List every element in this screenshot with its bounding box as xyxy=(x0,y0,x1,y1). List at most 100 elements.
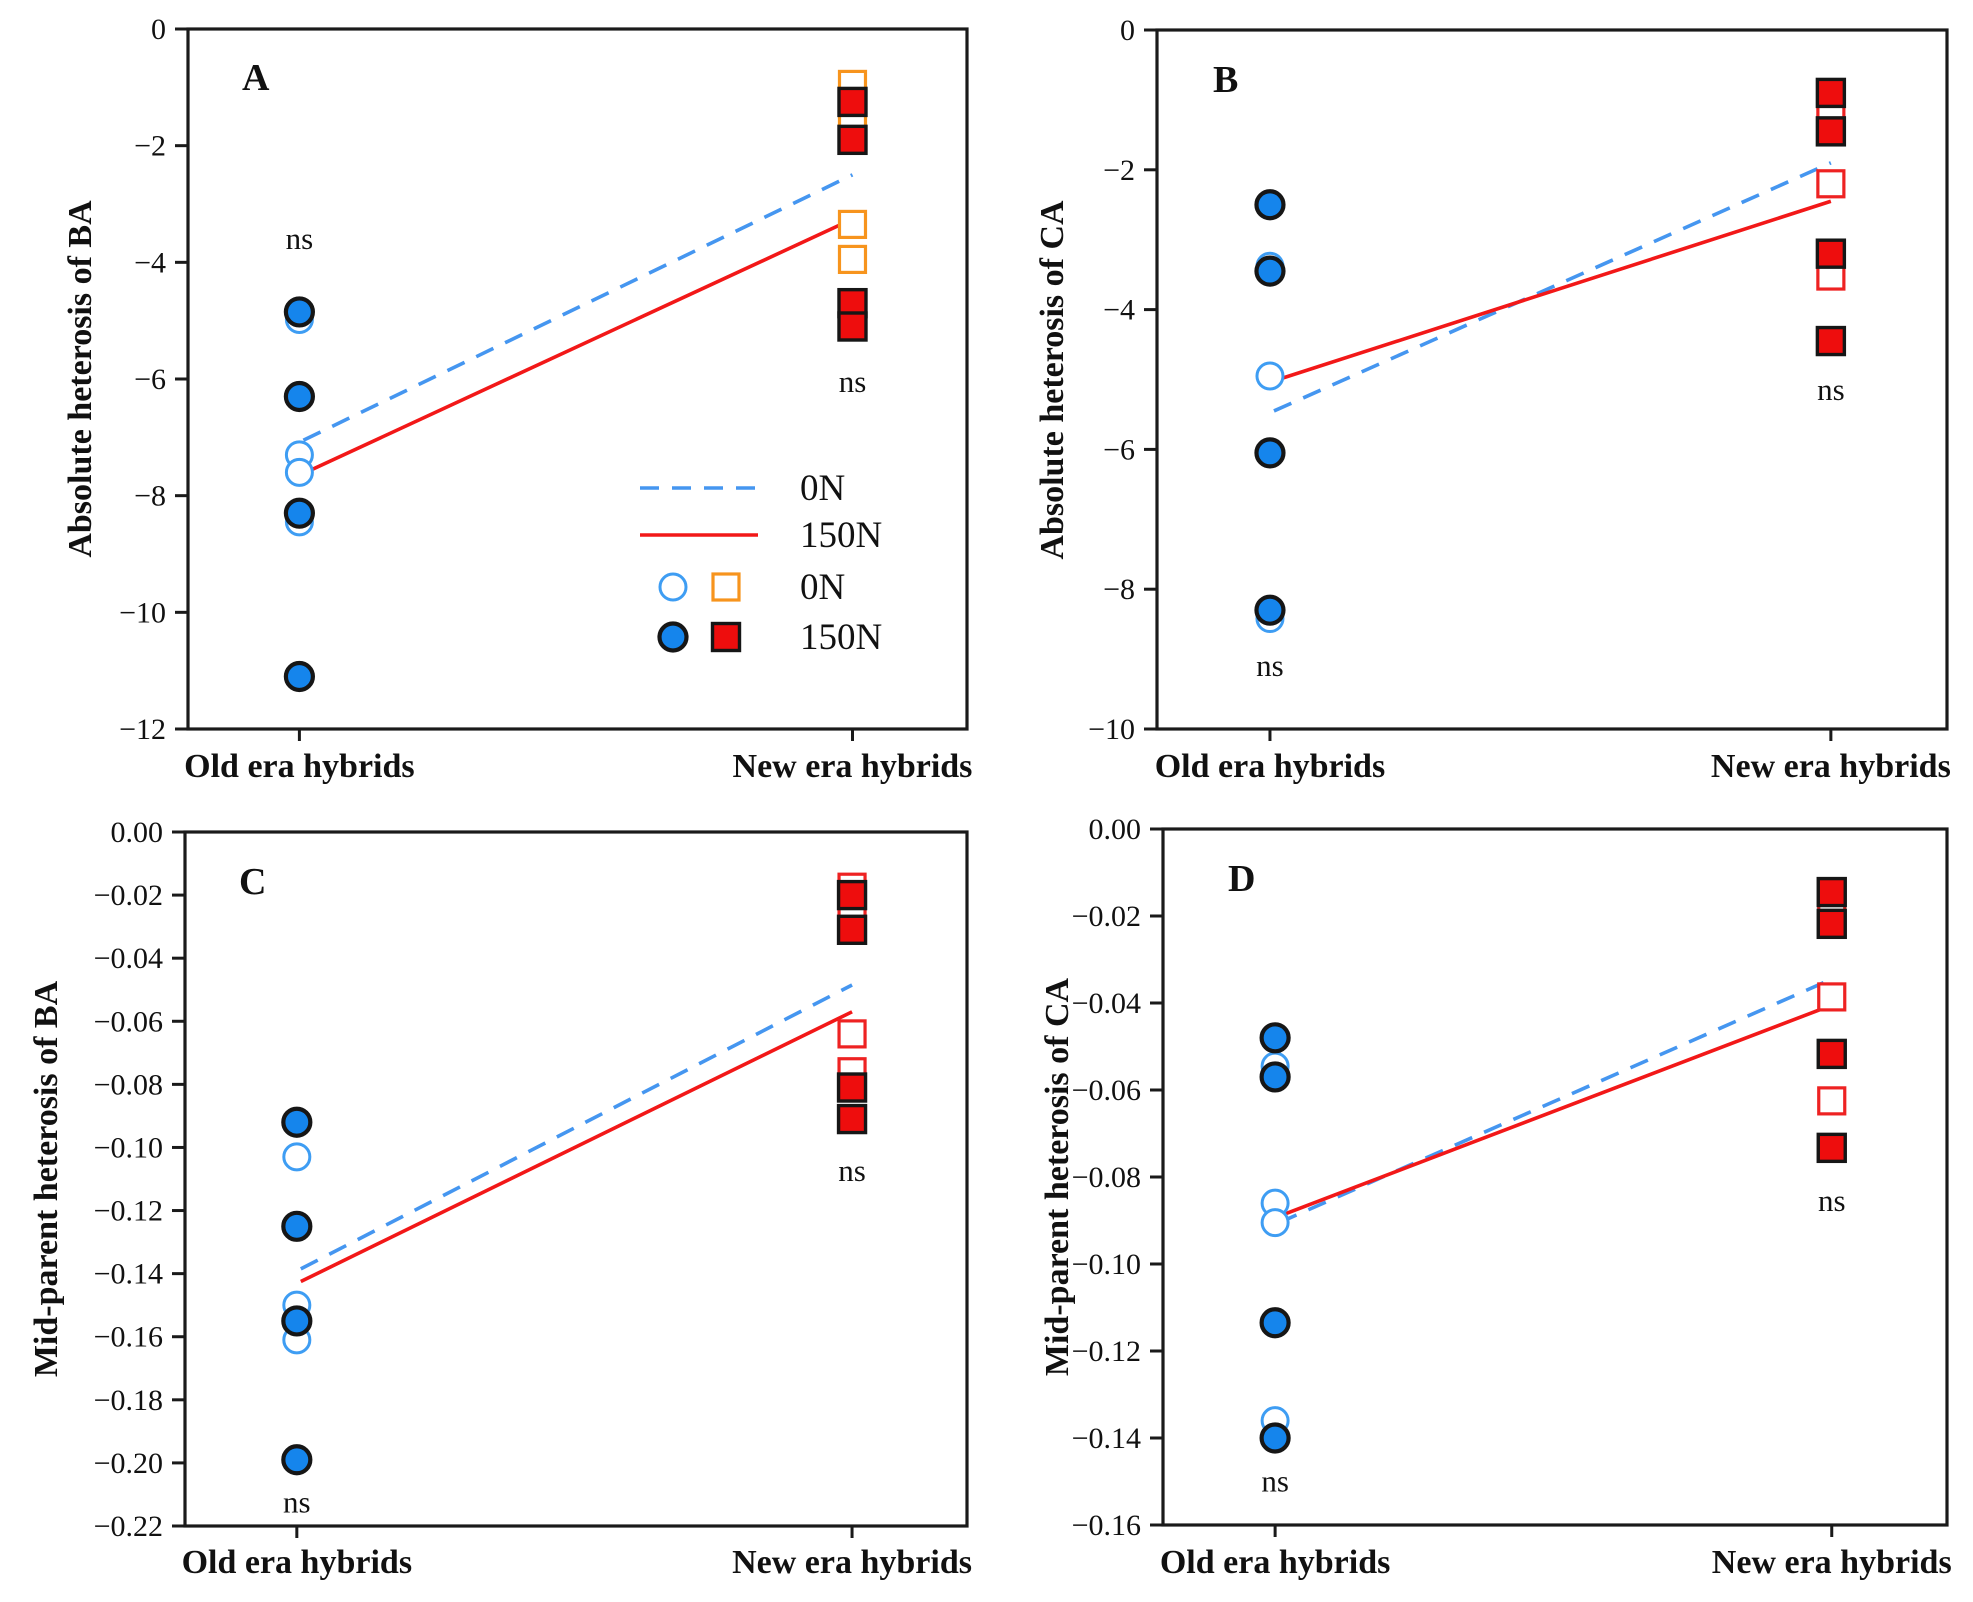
y-axis-title: Absolute heterosis of BA xyxy=(62,200,99,558)
data-point-filled-square xyxy=(1816,1038,1847,1070)
legend-open-square-icon xyxy=(711,572,741,602)
data-point-filled-square xyxy=(836,1072,868,1103)
legend: 0N 150N 0N 150N xyxy=(640,468,882,658)
panel-A: 0 −2 −4 −6 −8 −10 −12 Old era hybrids New era hy… xyxy=(62,13,972,785)
x-category-label: New era hybrids xyxy=(1712,1544,1952,1581)
data-point-filled-square xyxy=(1815,238,1847,269)
y-tick-label: −0.18 xyxy=(94,1384,163,1417)
data-point-filled-circle xyxy=(1254,255,1286,287)
panel-D: 0.00 −0.02 −0.04 −0.06 −0.08 −0.10 −0.12 −0.14 −… xyxy=(1039,813,1952,1581)
data-point-open-circle xyxy=(282,1142,312,1172)
panel-letter: B xyxy=(1213,59,1238,101)
data-point-filled-square xyxy=(837,124,868,156)
data-point-open-circle xyxy=(284,457,314,487)
y-tick-label: −0.10 xyxy=(1072,1248,1141,1281)
panel-letter: C xyxy=(239,861,266,903)
y-tick-label: −0.14 xyxy=(1072,1422,1141,1455)
x-category-label: Old era hybrids xyxy=(182,1544,412,1581)
legend-label: 150N xyxy=(800,515,882,556)
x-category-label: Old era hybrids xyxy=(184,748,414,785)
data-point-filled-circle xyxy=(1254,189,1286,221)
axis-frame xyxy=(183,830,969,1528)
y-tick-label: −2 xyxy=(1103,154,1135,187)
significance-label: ns xyxy=(1261,1464,1289,1499)
y-tick-label: −8 xyxy=(1103,573,1135,606)
data-point-open-square xyxy=(1817,1086,1847,1116)
data-point-filled-square xyxy=(836,914,868,945)
y-tick-label: −8 xyxy=(134,480,166,513)
trend-line-0N xyxy=(300,983,853,1271)
panel-letter: D xyxy=(1228,858,1255,900)
y-tick-label: −0.12 xyxy=(94,1195,163,1228)
data-point-filled-circle xyxy=(283,660,315,693)
data-point-filled-circle xyxy=(1254,594,1286,626)
y-tick-label: −0.16 xyxy=(94,1321,163,1354)
trend-line-150N xyxy=(302,217,854,476)
y-tick-label: −10 xyxy=(1088,713,1135,746)
y-axis-title: Mid-parent heterosis of CA xyxy=(1039,977,1076,1376)
legend-open-circle-icon xyxy=(658,572,688,602)
data-point-filled-square xyxy=(1815,77,1847,109)
y-tick-label: −0.04 xyxy=(1072,987,1141,1020)
legend-label: 0N xyxy=(800,468,845,509)
trend-line-150N xyxy=(1273,199,1832,383)
x-category-label: New era hybrids xyxy=(733,748,973,785)
y-tick-label: 0 xyxy=(1120,14,1135,47)
data-point-filled-square xyxy=(1815,325,1847,357)
panel-letter: A xyxy=(242,57,270,99)
data-point-filled-circle xyxy=(283,296,315,328)
data-point-filled-circle xyxy=(1254,437,1286,469)
y-tick-label: −10 xyxy=(119,596,166,629)
y-tick-label: −12 xyxy=(119,713,166,746)
data-point-filled-square xyxy=(1815,116,1847,147)
trend-line-150N xyxy=(300,1010,853,1284)
data-point-filled-circle xyxy=(281,1106,313,1138)
data-point-open-square xyxy=(837,209,868,240)
y-tick-label: −6 xyxy=(134,363,166,396)
y-tick-label: −0.06 xyxy=(94,1005,163,1038)
data-point-filled-square xyxy=(837,86,868,118)
x-category-label: New era hybrids xyxy=(732,1544,972,1581)
y-axis-title: Mid-parent heterosis of BA xyxy=(28,980,65,1377)
data-point-filled-circle xyxy=(1259,1307,1291,1339)
data-point-filled-circle xyxy=(283,380,315,413)
y-tick-label: −0.02 xyxy=(1072,900,1141,933)
data-point-open-square xyxy=(837,1019,867,1049)
y-tick-label: −0.06 xyxy=(1072,1074,1141,1107)
data-point-open-circle xyxy=(1255,361,1285,391)
y-tick-label: −4 xyxy=(1103,294,1135,327)
significance-label: ns xyxy=(1818,1183,1846,1218)
x-category-label: New era hybrids xyxy=(1711,748,1951,785)
axis-frame xyxy=(1155,28,1949,731)
trend-line-150N xyxy=(1278,1003,1833,1218)
data-point-filled-circle xyxy=(281,1210,313,1242)
data-point-filled-circle xyxy=(1259,1422,1291,1454)
data-point-open-square xyxy=(1816,169,1846,199)
y-tick-label: 0 xyxy=(151,13,166,46)
data-point-filled-circle xyxy=(281,1444,313,1476)
y-tick-label: −0.14 xyxy=(94,1258,163,1291)
y-axis-title: Absolute heterosis of CA xyxy=(1034,200,1071,560)
y-tick-label: −0.22 xyxy=(94,1510,163,1543)
legend-filled-circle-icon xyxy=(657,621,689,653)
y-tick-label: −0.04 xyxy=(94,942,163,975)
data-point-filled-square xyxy=(836,1103,868,1135)
y-tick-label: −0.08 xyxy=(1072,1161,1141,1194)
data-point-open-square xyxy=(837,244,868,275)
data-point-filled-circle xyxy=(1259,1022,1291,1054)
data-point-filled-circle xyxy=(281,1305,313,1337)
data-point-filled-square xyxy=(1816,876,1847,908)
panel-B: 0 −2 −4 −6 −8 −10 Old era hybrids New era hybri… xyxy=(1034,14,1951,785)
data-point-filled-square xyxy=(836,879,868,911)
significance-label: ns xyxy=(286,221,314,256)
y-tick-label: 0.00 xyxy=(111,816,164,849)
x-category-label: Old era hybrids xyxy=(1155,748,1385,785)
axis-frame xyxy=(186,27,969,731)
trend-line-0N xyxy=(302,173,854,442)
data-point-open-square xyxy=(1817,982,1847,1012)
y-tick-label: −0.10 xyxy=(94,1131,163,1164)
y-tick-label: −6 xyxy=(1103,433,1135,466)
data-point-filled-circle xyxy=(1259,1061,1291,1093)
data-point-filled-square xyxy=(1816,908,1847,940)
